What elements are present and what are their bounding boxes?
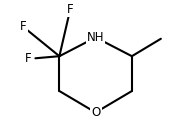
Text: O: O bbox=[91, 106, 100, 119]
Text: F: F bbox=[25, 52, 32, 65]
Text: F: F bbox=[67, 3, 74, 16]
Text: F: F bbox=[20, 20, 26, 33]
Text: NH: NH bbox=[87, 31, 104, 44]
